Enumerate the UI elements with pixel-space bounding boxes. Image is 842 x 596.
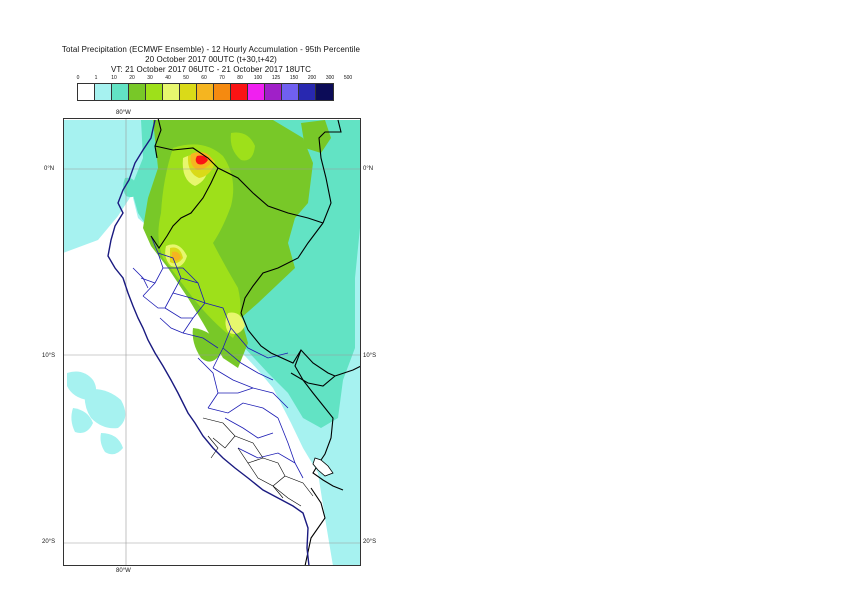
legend-swatch-11 bbox=[265, 84, 282, 100]
legend-label-2: 10 bbox=[111, 75, 117, 81]
coastline bbox=[107, 119, 310, 566]
legend-swatch-4 bbox=[146, 84, 163, 100]
legend-label-3: 20 bbox=[129, 75, 135, 81]
lat-label-10-right: 10°S bbox=[363, 353, 377, 359]
legend-swatch-12 bbox=[282, 84, 299, 100]
legend-swatch-3 bbox=[129, 84, 146, 100]
department-boundaries bbox=[202, 417, 314, 507]
graticule bbox=[63, 118, 361, 566]
legend-swatch-7 bbox=[197, 84, 214, 100]
legend-label-12: 150 bbox=[289, 75, 299, 81]
legend-swatch-6 bbox=[180, 84, 197, 100]
forecast-run: 20 October 2017 00UTC (t+30,t+42) bbox=[145, 55, 277, 64]
legend-swatch-13 bbox=[299, 84, 316, 100]
legend-label-4: 30 bbox=[147, 75, 153, 81]
legend-labels: 0 1 10 20 30 40 50 60 70 80 100 125 150 200 300 500 bbox=[70, 75, 360, 84]
precipitation-map bbox=[63, 118, 361, 566]
legend-swatch-1 bbox=[95, 84, 112, 100]
map-frame bbox=[63, 118, 361, 566]
legend-label-6: 50 bbox=[183, 75, 189, 81]
legend-label-0: 0 bbox=[76, 75, 80, 81]
legend-label-13: 200 bbox=[307, 75, 317, 81]
color-legend bbox=[77, 83, 334, 101]
legend-swatch-14 bbox=[316, 84, 333, 100]
legend-label-10: 100 bbox=[253, 75, 263, 81]
precip-30-40 bbox=[158, 132, 255, 338]
valid-time: VT: 21 October 2017 06UTC - 21 October 2… bbox=[110, 65, 312, 74]
legend-swatch-0 bbox=[78, 84, 95, 100]
legend-swatch-10 bbox=[248, 84, 265, 100]
legend-label-7: 60 bbox=[201, 75, 207, 81]
lon-label-top: 80°W bbox=[116, 110, 131, 116]
lake-titicaca bbox=[312, 457, 334, 477]
legend-label-8: 70 bbox=[219, 75, 225, 81]
lat-label-0-left: 0°N bbox=[44, 166, 55, 172]
legend-label-5: 40 bbox=[165, 75, 171, 81]
lat-label-20-left: 20°S bbox=[42, 539, 56, 545]
legend-label-9: 80 bbox=[237, 75, 243, 81]
legend-swatch-2 bbox=[112, 84, 129, 100]
region-boundaries bbox=[132, 235, 304, 479]
legend-swatch-5 bbox=[163, 84, 180, 100]
lat-label-20-right: 20°S bbox=[363, 539, 377, 545]
legend-swatch-8 bbox=[214, 84, 231, 100]
country-borders bbox=[150, 118, 361, 566]
lon-label-bottom: 80°W bbox=[116, 568, 131, 574]
legend-label-11: 125 bbox=[271, 75, 281, 81]
legend-label-1: 1 bbox=[94, 75, 98, 81]
legend-label-14: 300 bbox=[325, 75, 335, 81]
lat-label-10-left: 10°S bbox=[42, 353, 56, 359]
legend-label-15: 500 bbox=[343, 75, 353, 81]
map-title: Total Precipitation (ECMWF Ensemble) - 1… bbox=[61, 45, 361, 54]
lat-label-0-right: 0°N bbox=[363, 166, 374, 172]
legend-swatch-9 bbox=[231, 84, 248, 100]
precip-80-100 bbox=[195, 155, 208, 165]
